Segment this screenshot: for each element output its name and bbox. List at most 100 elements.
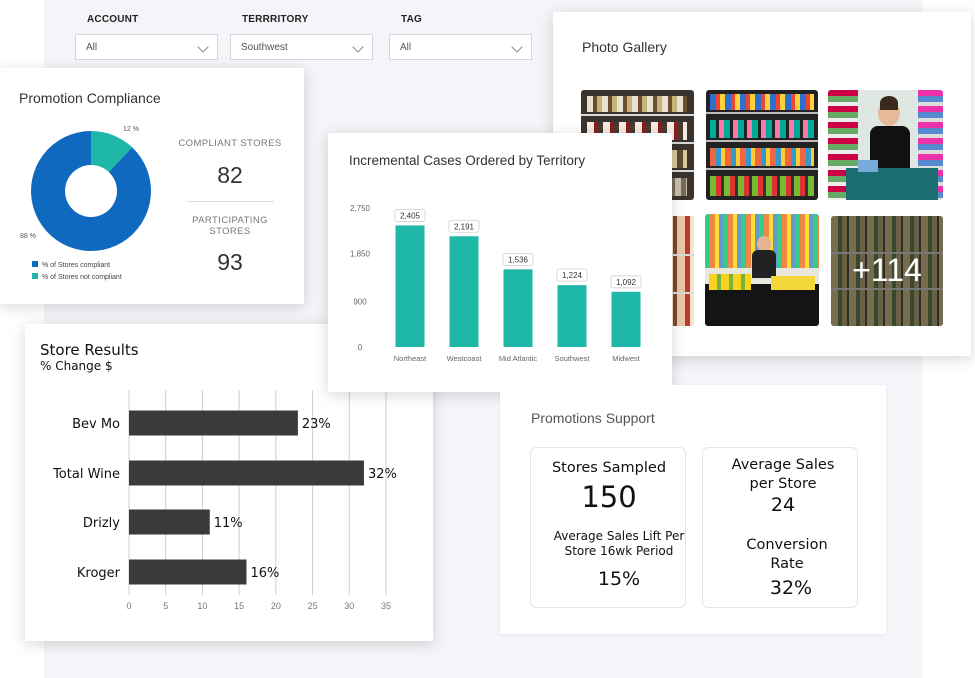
- legend-noncompliant: % of Stores not compliant: [32, 273, 122, 281]
- conversion-rate-label-line-2: Rate: [770, 556, 804, 572]
- territory-cases-card: Incremental Cases Ordered by Territory 0…: [328, 133, 672, 392]
- bar-value-label: 2,191: [454, 222, 475, 231]
- territory-bar[interactable]: [503, 269, 533, 347]
- stores-sampled-box: Stores Sampled 150 Average Sales Lift Pe…: [530, 447, 686, 608]
- bar-value-label-box: [502, 252, 534, 266]
- account-select-value: All: [86, 42, 98, 53]
- x-tick-label: 25: [308, 601, 318, 611]
- gallery-photo-3[interactable]: [828, 90, 943, 200]
- promotions-support-title: Promotions Support: [531, 410, 655, 426]
- bar-value-label-box: [610, 275, 642, 289]
- store-results-chart: 0 5 10 15 20 25 30 35 Bev Mo 23% Total Wine 32% Driz…: [52, 390, 397, 611]
- y-tick-label: 900: [353, 298, 367, 307]
- territory-filter: TERRRITORY Southwest: [230, 14, 373, 60]
- bar-value-label: 16%: [250, 566, 279, 581]
- store-result-bar[interactable]: [129, 460, 364, 486]
- category-label: Kroger: [77, 566, 121, 581]
- x-tick-label: Mid Atlantic: [499, 354, 538, 363]
- donut-value-label-compliant: 88 %: [20, 233, 36, 240]
- bar-value-label-box: [394, 209, 426, 222]
- territory-bar[interactable]: [557, 285, 587, 347]
- category-label: Bev Mo: [72, 417, 120, 432]
- store-result-bar[interactable]: [129, 410, 298, 436]
- store-result-bar[interactable]: [129, 509, 210, 535]
- account-filter-label: ACCOUNT: [87, 14, 139, 25]
- legend-compliant: % of Stores compliant: [32, 261, 110, 269]
- store-results-subtitle: % Change $: [40, 359, 113, 373]
- category-label: Total Wine: [52, 467, 120, 482]
- gallery-photo-2[interactable]: [706, 90, 818, 200]
- x-tick-label: 0: [126, 601, 131, 611]
- y-tick-label: 2,750: [350, 204, 371, 213]
- sales-lift-label-line-1: Average Sales Lift Per: [553, 529, 685, 543]
- legend-noncompliant-label: % of Stores not compliant: [42, 274, 122, 281]
- stores-sampled-label: Stores Sampled: [551, 460, 667, 476]
- x-tick-label: 10: [197, 601, 207, 611]
- bar-value-label: 11%: [214, 516, 243, 531]
- chevron-down-icon: [197, 41, 209, 53]
- territory-cases-chart: 0 900 1,850 2,750 2,405 Northeast 2,191 Westcoa…: [350, 204, 642, 363]
- chevron-down-icon: [352, 41, 364, 53]
- gallery-photo-5[interactable]: [705, 214, 819, 326]
- kpi-divider: [187, 201, 274, 202]
- bar-value-label: 32%: [368, 467, 397, 482]
- tag-filter: TAG All: [389, 14, 532, 60]
- store-results-title: Store Results: [40, 341, 139, 359]
- store-result-bar[interactable]: [129, 559, 247, 585]
- territory-cases-title: Incremental Cases Ordered by Territory: [349, 153, 586, 168]
- y-tick-label: 0: [358, 343, 363, 352]
- average-sales-value: 24: [770, 494, 796, 516]
- compliance-donut-chart: [31, 131, 152, 251]
- territory-select[interactable]: Southwest: [230, 34, 373, 60]
- territory-select-value: Southwest: [241, 42, 288, 53]
- participating-stores-label-line-2: STORES: [209, 226, 251, 237]
- donut-slice-compliant[interactable]: [31, 131, 152, 251]
- bar-value-label: 2,405: [400, 211, 421, 220]
- x-tick-label: 20: [271, 601, 281, 611]
- compliant-stores-value: 82: [217, 162, 243, 188]
- x-tick-label: Midwest: [612, 354, 640, 363]
- legend-swatch-noncompliant: [32, 273, 38, 279]
- promotion-compliance-card: Promotion Compliance 88 % 12 % % of Stor…: [0, 68, 304, 304]
- bar-value-label: 23%: [302, 417, 331, 432]
- promotion-compliance-title: Promotion Compliance: [19, 90, 161, 106]
- donut-slice-noncompliant[interactable]: [91, 131, 133, 173]
- gallery-photo-6[interactable]: +114: [831, 216, 943, 326]
- territory-filter-label: TERRRITORY: [242, 14, 309, 25]
- compliant-stores-label: COMPLIANT STORES: [178, 138, 282, 149]
- bar-value-label: 1,092: [616, 278, 637, 287]
- tag-filter-label: TAG: [401, 14, 422, 25]
- conversion-rate-label-line-1: Conversion: [746, 537, 828, 553]
- territory-bar[interactable]: [449, 236, 479, 347]
- y-tick-label: 1,850: [350, 249, 371, 258]
- territory-bar[interactable]: [395, 225, 425, 347]
- account-select[interactable]: All: [75, 34, 218, 60]
- photo-gallery-title: Photo Gallery: [582, 39, 667, 55]
- tag-select[interactable]: All: [389, 34, 532, 60]
- bar-value-label: 1,224: [562, 271, 583, 280]
- x-tick-label: Southwest: [554, 354, 590, 363]
- conversion-rate-value: 32%: [769, 577, 813, 599]
- more-photos-count: +114: [852, 252, 922, 288]
- stores-sampled-value: 150: [581, 480, 637, 514]
- tag-select-value: All: [400, 42, 412, 53]
- legend-swatch-compliant: [32, 261, 38, 267]
- sales-lift-label-line-2: Store 16wk Period: [564, 544, 674, 558]
- x-tick-label: 35: [381, 601, 391, 611]
- chevron-down-icon: [511, 41, 523, 53]
- territory-bar[interactable]: [611, 291, 641, 347]
- average-sales-label-line-2: per Store: [749, 476, 817, 492]
- donut-value-label-noncompliant: 12 %: [123, 126, 139, 133]
- account-filter: ACCOUNT All: [75, 14, 218, 60]
- sales-lift-value: 15%: [597, 568, 641, 590]
- average-sales-box: Average Sales per Store 24 Conversion Ra…: [702, 447, 858, 608]
- x-tick-label: Westcoast: [447, 354, 483, 363]
- average-sales-label-line-1: Average Sales: [731, 457, 835, 473]
- promotions-support-card: Promotions Support Stores Sampled 150 Av…: [500, 385, 886, 634]
- participating-stores-value: 93: [217, 249, 243, 275]
- participating-stores-label-line-1: PARTICIPATING: [192, 215, 268, 226]
- bar-value-label-box: [448, 219, 480, 233]
- bar-value-label: 1,536: [508, 255, 529, 264]
- legend-compliant-label: % of Stores compliant: [42, 262, 111, 269]
